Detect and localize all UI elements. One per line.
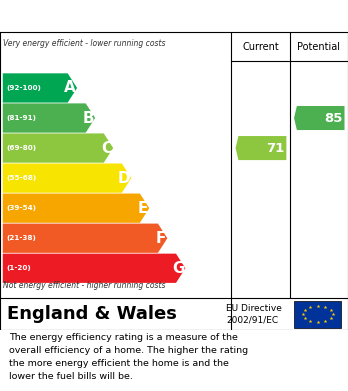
Text: F: F	[156, 231, 166, 246]
Text: 71: 71	[266, 142, 285, 154]
Text: England & Wales: England & Wales	[7, 305, 177, 323]
Text: Potential: Potential	[298, 42, 340, 52]
Polygon shape	[3, 194, 149, 223]
Text: EU Directive: EU Directive	[226, 304, 282, 313]
Polygon shape	[3, 254, 185, 283]
Text: (21-38): (21-38)	[6, 235, 36, 241]
Polygon shape	[3, 163, 131, 193]
Text: (69-80): (69-80)	[6, 145, 37, 151]
FancyBboxPatch shape	[294, 301, 341, 328]
Text: (81-91): (81-91)	[6, 115, 36, 121]
Polygon shape	[236, 136, 286, 160]
Text: E: E	[138, 201, 148, 216]
Text: C: C	[101, 140, 112, 156]
Text: Very energy efficient - lower running costs: Very energy efficient - lower running co…	[3, 39, 166, 48]
Text: D: D	[118, 170, 130, 186]
Polygon shape	[3, 74, 77, 102]
Text: The energy efficiency rating is a measure of the
overall efficiency of a home. T: The energy efficiency rating is a measur…	[9, 334, 248, 381]
Text: Current: Current	[242, 42, 279, 52]
Text: 85: 85	[324, 111, 343, 124]
Text: A: A	[64, 81, 76, 95]
Text: G: G	[172, 261, 184, 276]
Text: (92-100): (92-100)	[6, 85, 41, 91]
Text: 2002/91/EC: 2002/91/EC	[226, 316, 278, 325]
Text: (39-54): (39-54)	[6, 205, 36, 211]
Text: (1-20): (1-20)	[6, 265, 31, 271]
Polygon shape	[3, 224, 167, 253]
Polygon shape	[3, 133, 113, 163]
Polygon shape	[294, 106, 345, 130]
Text: (55-68): (55-68)	[6, 175, 37, 181]
Polygon shape	[3, 103, 95, 133]
Text: B: B	[82, 111, 94, 126]
Text: Not energy efficient - higher running costs: Not energy efficient - higher running co…	[3, 282, 166, 291]
Text: Energy Efficiency Rating: Energy Efficiency Rating	[7, 7, 237, 25]
